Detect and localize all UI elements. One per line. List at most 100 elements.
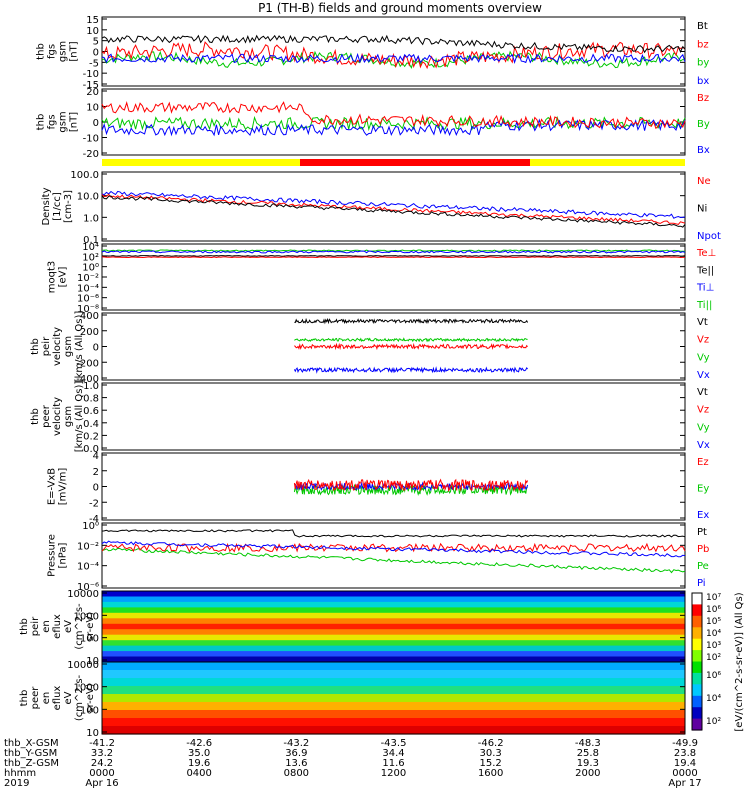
panel-frame [101,16,686,87]
y-tick-label: 10 [86,656,99,667]
y-axis-label: fgs [47,114,58,129]
y-axis-label: peir [30,616,41,636]
y-axis-label: moqt3 [47,261,58,294]
y-axis-label: thb [36,43,47,60]
panel-frame [101,171,686,242]
y-tick-label: 2 [93,467,99,478]
spectrogram-band [102,623,685,630]
spectrogram-band [102,656,685,663]
y-tick-label: 10⁻⁸ [77,304,99,315]
y-tick-label: -2 [89,498,99,509]
y-axis-label: eflux [52,614,63,639]
ephemeris-value: 0400 [186,768,211,779]
y-axis-label: gsm [63,406,74,427]
spectrogram-band [102,726,685,735]
end-date-label: Apr 17 [668,778,701,789]
y-axis-label: gsm [58,41,69,62]
panel-frame [101,661,686,735]
y-axis-label: peer [30,686,41,710]
legend-ti-3: Ti|| [696,300,712,311]
y-tick-label: 15 [86,15,99,26]
y-axis-label: thb [30,408,41,425]
y-tick-label: 10⁻² [77,273,99,284]
panel-frame [101,243,686,311]
ephemeris-value: -49.9 [672,738,698,749]
panel-velocity_e: 1.0 0.80.6 0.40.2 0.0 thb peer velocity gsm [km/… [30,381,710,455]
colorbar-tick-label: 10² [706,653,721,663]
ephemeris-value: 0000 [672,768,697,779]
colorbar-frame [691,592,703,731]
y-tick-label: 0 [93,483,99,494]
spectrogram-band [102,670,685,679]
legend-te-0: Te⊥ [696,248,716,259]
start-date-label: Apr 16 [85,778,118,789]
series-ti-par [101,249,685,252]
colorbar-tick-label: 10⁷ [706,593,721,603]
colorbar-segment [692,615,702,628]
y-axis-label: [eV] [58,267,69,288]
y-tick-label: 0.2 [83,431,99,442]
y-tick-label: -15 [83,80,99,91]
panel-fgs_gsm_2: 20 10 0 -10 -20 thb fgs gsm [nT] Bz By Bx [36,87,710,160]
legend-ex-2: Ex [697,510,709,521]
ephemeris-value: -41.2 [89,738,115,749]
spectrogram-band [102,640,685,647]
ephemeris-value: 24.2 [91,758,113,769]
ephemeris-value: 15.2 [480,758,502,769]
ephemeris-value: 30.3 [480,748,502,759]
panel-velocity_i: 400 200 0 -200 -400 thb peir velocity gsm [km/s (… [30,311,710,385]
y-tick-label: -200 [76,358,99,369]
ephemeris-value: -43.5 [381,738,407,749]
ephemeris-value: -48.3 [575,738,601,749]
colorbar-segment [692,718,702,731]
series-te-perp [101,256,686,259]
y-axis-label: [cm-3] [63,190,74,223]
series-npot [101,190,686,219]
panel-frame [101,382,686,451]
legend-pi-3: Pi [697,578,706,589]
ephemeris-value: 19.4 [674,758,696,769]
ephemeris-value: 19.3 [577,758,599,769]
ephemeris-row-label: thb_X-GSM [4,738,59,749]
ephemeris-row-label: thb_Z-GSM [4,758,59,769]
series-ni [101,195,686,228]
y-axis-label: Pressure [47,534,58,577]
ephemeris-value: 0800 [284,768,309,779]
y-axis-label: eV [63,620,74,633]
colorbar-tick-label: 10⁴ [706,629,721,639]
legend-pe-2: Pe [697,561,709,572]
series-bt [101,34,686,54]
colorbar-segment [692,593,702,605]
panel-peir_spec: 10000 1000 100 10 thb peir en eflux eV (cm^2-s-sr… [19,589,686,667]
legend-vx-3: Vx [697,440,710,451]
y-axis-label: (cm^2-s- [74,603,85,650]
legend-by-1: By [697,119,710,130]
y-axis-label: E=-VxB [47,468,58,505]
spectrogram-band [102,651,685,658]
y-tick-label: 0.6 [83,406,99,417]
legend-vy-2: Vy [697,352,710,363]
spectrogram-band [102,596,685,603]
colorbar-segment [692,684,702,697]
y-tick-label: 100 [80,705,99,716]
spectrogram-band [102,612,685,619]
spectrogram-band [102,694,685,703]
y-tick-label: 20 [86,87,99,98]
colorbar-tick-label: 10⁵ [706,617,721,627]
y-tick-label: 10 [86,26,99,37]
ephemeris-value: 19.6 [188,758,210,769]
y-axis-label: thb [36,114,47,131]
y-tick-label: 10⁻⁶ [77,294,99,305]
spectrogram-band [102,618,685,625]
colorbar-segment [692,627,702,640]
legend-by-2: by [697,58,709,69]
legend-bz-1: bz [697,39,709,50]
ephemeris-value: 1200 [381,768,406,779]
legend-bx-2: Bx [697,145,710,156]
ephemeris-value: 2000 [575,768,600,779]
legend-ne-0: Ne [697,176,711,187]
legend-ey-1: Ey [697,484,709,495]
y-tick-label: 0.8 [83,394,99,405]
